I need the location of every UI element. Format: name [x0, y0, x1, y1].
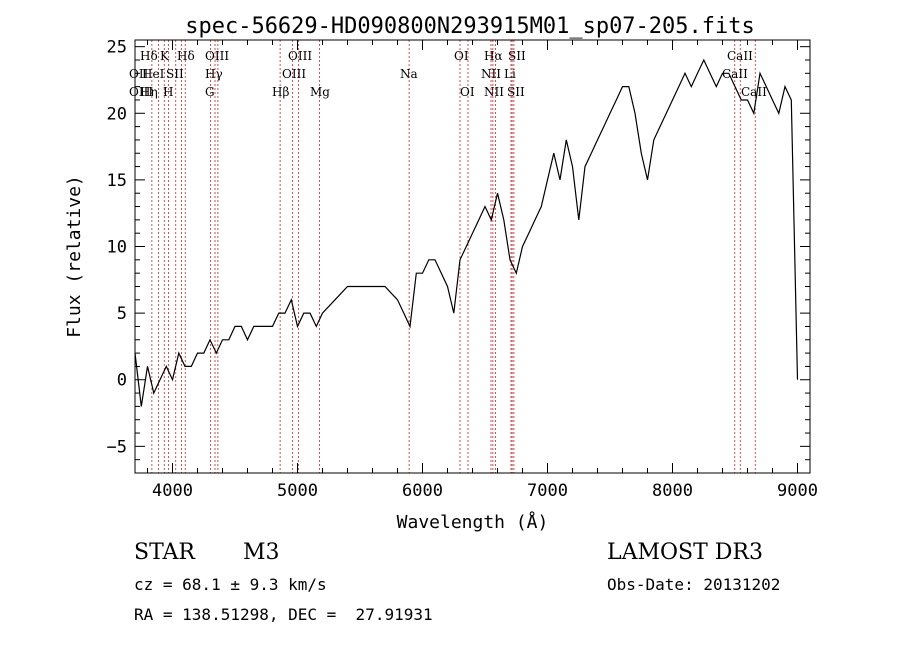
subclass: M3: [243, 540, 280, 565]
line-label: Hη: [140, 85, 158, 99]
y-tick-label: 0: [117, 371, 127, 391]
y-axis-label: Flux (relative): [64, 175, 85, 338]
observation-date: Obs-Date: 20131202: [607, 575, 781, 594]
line-label: OII: [129, 67, 149, 81]
line-label: Mg: [310, 85, 330, 99]
line-label: OIII: [205, 49, 229, 63]
line-label: CaII: [722, 67, 748, 81]
y-tick-label: 20: [107, 104, 127, 124]
survey-name: LAMOST DR3: [607, 540, 763, 565]
coordinates: RA = 138.51298, DEC = 27.91931: [134, 605, 433, 624]
y-tick-label: −5: [107, 437, 127, 457]
line-label: Hγ: [205, 67, 223, 81]
y-tick-label: 25: [107, 38, 127, 58]
y-tick-label: 5: [117, 304, 127, 324]
redshift-velocity: cz = 68.1 ± 9.3 km/s: [134, 575, 327, 594]
x-axis-label: Wavelength (Å): [397, 511, 549, 533]
line-label: Li: [504, 67, 516, 81]
line-label: SII: [507, 85, 525, 99]
line-label: NII: [484, 85, 504, 99]
object-type: STAR: [134, 540, 195, 565]
line-label: Hδ: [140, 49, 158, 63]
line-label: K: [160, 49, 170, 63]
line-label: HeI: [142, 67, 165, 81]
line-label: Hβ: [272, 85, 289, 99]
line-label: OIII: [282, 67, 306, 81]
y-tick-label: 15: [107, 171, 127, 191]
line-label: H: [163, 85, 173, 99]
line-label: Na: [400, 67, 418, 81]
plot-frame: [134, 39, 811, 474]
x-tick-label: 5000: [277, 481, 318, 501]
chart-title: spec-56629-HD090800N293915M01_sp07-205.f…: [185, 14, 755, 39]
x-tick-label: 4000: [152, 481, 193, 501]
line-label: Hα: [484, 49, 503, 63]
y-tick-label: 10: [107, 238, 127, 258]
x-tick-label: 9000: [777, 481, 818, 501]
line-label: OI: [454, 49, 469, 63]
line-label: Hδ: [177, 49, 195, 63]
line-label: NII: [481, 67, 501, 81]
line-label: CaII: [727, 49, 753, 63]
x-tick-label: 7000: [527, 481, 568, 501]
line-label: G: [205, 85, 215, 99]
line-label: OIII: [288, 49, 312, 63]
x-tick-label: 8000: [652, 481, 693, 501]
line-label: CaII: [741, 85, 767, 99]
x-tick-label: 6000: [402, 481, 443, 501]
line-label: OI: [460, 85, 475, 99]
line-label: SII: [508, 49, 526, 63]
spectrum-series: [134, 58, 799, 407]
line-label: SII: [166, 67, 184, 81]
